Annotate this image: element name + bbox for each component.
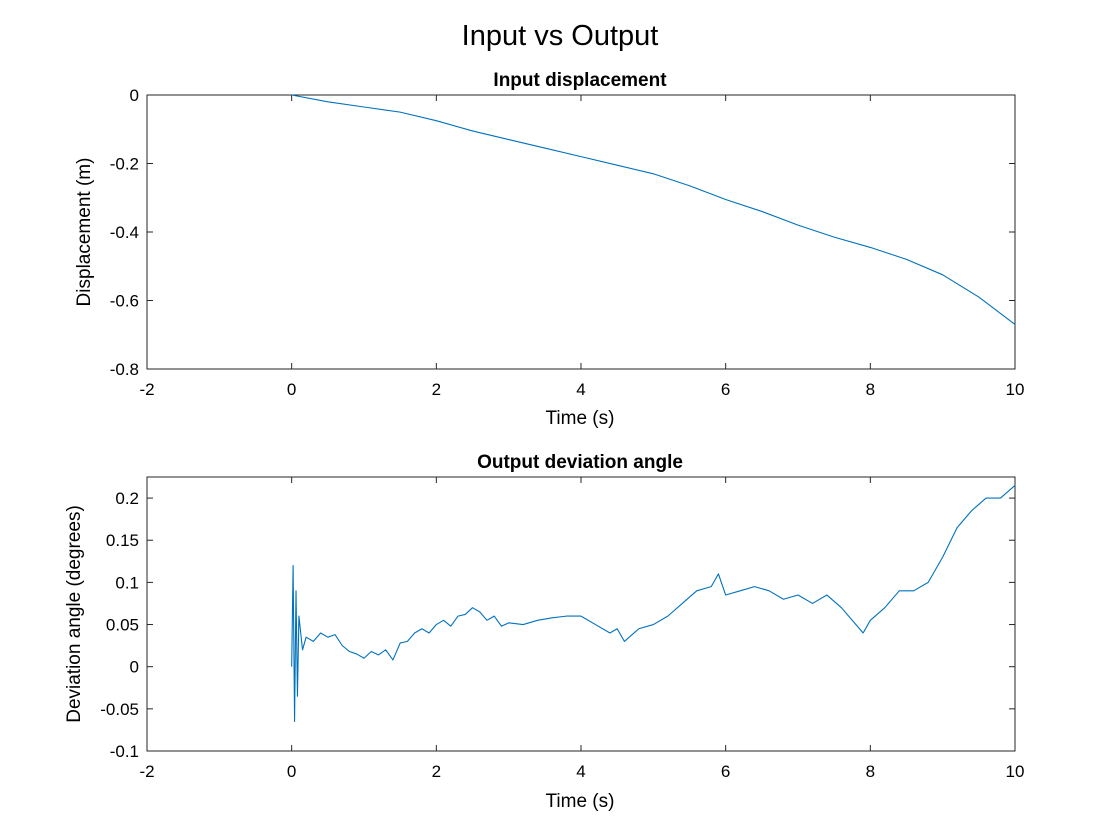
y-tick-label: -0.2 bbox=[110, 155, 139, 174]
y-tick-label: 0.2 bbox=[115, 489, 139, 508]
x-axis-label: Time (s) bbox=[546, 791, 615, 812]
x-tick-label: 8 bbox=[866, 762, 875, 781]
y-tick-label: -0.05 bbox=[100, 700, 139, 719]
figure-title: Input vs Output bbox=[462, 20, 659, 52]
x-tick-label: 6 bbox=[721, 380, 730, 399]
x-tick-label: 2 bbox=[432, 380, 441, 399]
y-tick-label: -0.6 bbox=[110, 292, 139, 311]
x-tick-label: 0 bbox=[287, 762, 296, 781]
series-line bbox=[291, 485, 1016, 723]
axes-box bbox=[146, 94, 1016, 370]
y-tick-label: 0.1 bbox=[115, 573, 139, 592]
y-tick-label: 0 bbox=[130, 658, 139, 677]
y-tick-label: 0.05 bbox=[106, 616, 139, 635]
series-line bbox=[291, 94, 1016, 325]
x-tick-label: 10 bbox=[1006, 762, 1025, 781]
y-tick-label: 0.15 bbox=[106, 531, 139, 550]
x-axis-label: Time (s) bbox=[546, 408, 615, 429]
x-tick-label: -2 bbox=[139, 762, 154, 781]
x-tick-label: 2 bbox=[432, 762, 441, 781]
subplot-output-deviation-angle: Output deviation angle Time (s) Deviatio… bbox=[64, 452, 1024, 812]
x-tick-label: 8 bbox=[866, 380, 875, 399]
y-tick-label: -0.1 bbox=[110, 742, 139, 761]
x-tick-label: 6 bbox=[721, 762, 730, 781]
x-tick-label: -2 bbox=[139, 380, 154, 399]
axes-box bbox=[146, 476, 1016, 752]
x-tick-label: 0 bbox=[287, 380, 296, 399]
y-axis-label: Displacement (m) bbox=[74, 158, 95, 307]
y-axis-label: Deviation angle (degrees) bbox=[64, 505, 85, 723]
subplot-title: Output deviation angle bbox=[477, 452, 683, 473]
subplot-title: Input displacement bbox=[493, 70, 667, 91]
x-tick-label: 4 bbox=[576, 380, 585, 399]
subplot-input-displacement: Input displacement Time (s) Displacement… bbox=[74, 70, 1024, 429]
x-tick-label: 4 bbox=[576, 762, 585, 781]
y-tick-label: 0 bbox=[130, 86, 139, 105]
y-tick-label: -0.4 bbox=[110, 223, 139, 242]
x-tick-label: 10 bbox=[1006, 380, 1025, 399]
y-tick-label: -0.8 bbox=[110, 360, 139, 379]
